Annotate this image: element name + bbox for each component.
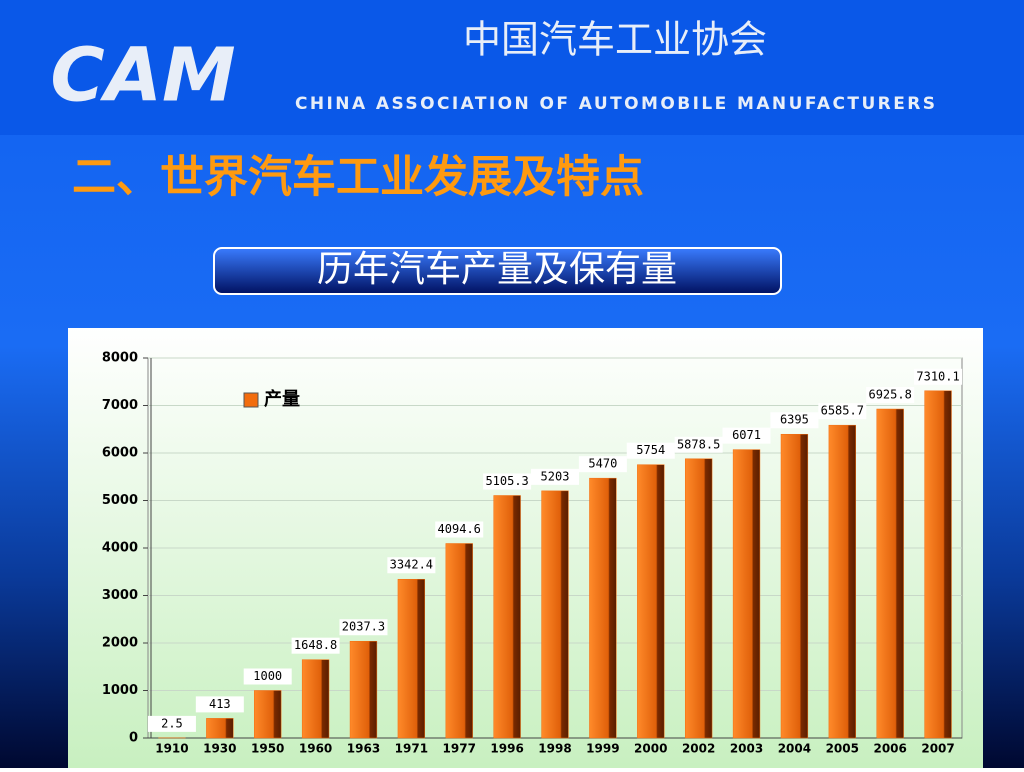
- x-tick-label: 1977: [443, 742, 476, 756]
- data-label: 5470: [588, 457, 617, 471]
- bar: [494, 495, 521, 738]
- data-label: 6925.8: [868, 388, 911, 402]
- bar: [350, 641, 377, 738]
- y-tick-label: 4000: [102, 541, 138, 556]
- y-tick-label: 0: [129, 731, 138, 746]
- x-tick-label: 1930: [203, 742, 236, 756]
- data-label: 6071: [732, 428, 761, 442]
- logo: CAM: [50, 33, 235, 119]
- x-tick-label: 2006: [873, 742, 906, 756]
- x-tick-label: 2003: [730, 742, 763, 756]
- data-label: 5105.3: [485, 474, 528, 488]
- x-tick-label: 1971: [395, 742, 428, 756]
- legend-label: 产量: [264, 388, 300, 410]
- data-label: 5754: [636, 443, 665, 457]
- subheading: 历年汽车产量及保有量: [317, 249, 677, 290]
- x-tick-label: 2005: [826, 742, 859, 756]
- x-tick-label: 2002: [682, 742, 715, 756]
- data-label: 7310.1: [916, 369, 959, 383]
- y-tick-label: 2000: [102, 636, 138, 651]
- data-label: 3342.4: [390, 558, 433, 572]
- data-label: 5878.5: [677, 437, 720, 451]
- x-tick-label: 1910: [155, 742, 188, 756]
- bar: [542, 491, 569, 738]
- bar: [877, 409, 904, 738]
- data-label: 6585.7: [821, 404, 864, 418]
- bar: [206, 718, 233, 738]
- x-tick-label: 2004: [778, 742, 811, 756]
- bar: [829, 425, 856, 738]
- bar: [302, 660, 329, 738]
- y-tick-label: 1000: [102, 683, 138, 698]
- bar: [446, 544, 473, 738]
- legend-swatch: [244, 393, 258, 407]
- y-tick-label: 3000: [102, 588, 138, 603]
- bar: [685, 459, 712, 738]
- x-tick-label: 2000: [634, 742, 667, 756]
- data-label: 1000: [253, 669, 282, 683]
- data-label: 4094.6: [438, 522, 481, 536]
- bar: [398, 579, 425, 738]
- bar: [733, 450, 760, 738]
- x-tick-label: 1998: [538, 742, 571, 756]
- org-name-en: CHINA ASSOCIATION OF AUTOMOBILE MANUFACT…: [295, 94, 935, 114]
- x-tick-label: 1960: [299, 742, 332, 756]
- data-label: 5203: [541, 469, 570, 483]
- data-label: 2.5: [161, 716, 183, 730]
- x-tick-label: 2007: [921, 742, 954, 756]
- data-label: 1648.8: [294, 638, 337, 652]
- org-name-cn: 中国汽车工业协会: [463, 18, 767, 62]
- heading: 二、世界汽车工业发展及特点: [72, 152, 644, 203]
- data-label: 413: [209, 697, 231, 711]
- x-tick-label: 1996: [490, 742, 523, 756]
- bar: [589, 478, 616, 738]
- x-tick-label: 1999: [586, 742, 619, 756]
- y-tick-label: 8000: [102, 351, 138, 366]
- bar: [254, 691, 281, 739]
- data-label: 2037.3: [342, 620, 385, 634]
- bar: [637, 465, 664, 738]
- y-tick-label: 7000: [102, 398, 138, 413]
- y-tick-label: 5000: [102, 493, 138, 508]
- y-tick-label: 6000: [102, 446, 138, 461]
- x-tick-label: 1950: [251, 742, 284, 756]
- data-label: 6395: [780, 413, 809, 427]
- bar: [781, 434, 808, 738]
- x-tick-label: 1963: [347, 742, 380, 756]
- bar: [925, 391, 952, 738]
